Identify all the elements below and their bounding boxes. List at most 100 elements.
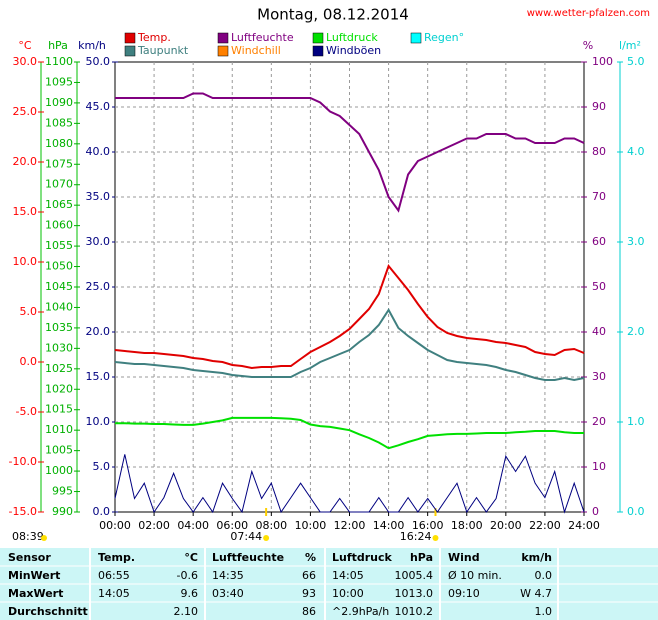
y-tick-label: 40.0 [86, 145, 111, 158]
y-tick-label: 1080 [45, 137, 73, 150]
legend-swatch [217, 32, 229, 44]
y-tick-label: 30.0 [13, 55, 38, 68]
x-tick-label: 24:00 [568, 519, 600, 532]
update-time: 08:39 [12, 530, 44, 543]
axis-unit: °C [18, 39, 32, 52]
x-tick-label: 14:00 [373, 519, 405, 532]
legend-swatch [410, 32, 422, 44]
table-cell: Wind [448, 551, 480, 564]
table-cell: 14:05 [98, 587, 130, 600]
legend-swatch [124, 45, 136, 57]
y-tick-label: 50 [592, 280, 606, 293]
table-cell: Luftfeuchte [212, 551, 284, 564]
series-line [114, 454, 585, 514]
table-cell: 0.0 [535, 569, 553, 582]
y-tick-label: 1050 [45, 260, 73, 273]
y-tick-label: 1040 [45, 300, 73, 313]
y-tick-label: -10.0 [9, 455, 37, 468]
table-cell: MinWert [8, 569, 60, 582]
table-cell: Sensor [8, 551, 51, 564]
y-tick-label: 1100 [45, 55, 73, 68]
y-tick-label: 1045 [45, 280, 73, 293]
site-url: www.wetter-pfalzen.com [527, 8, 650, 19]
y-tick-label: 1055 [45, 239, 73, 252]
y-tick-label: 1070 [45, 178, 73, 191]
y-tick-label: 25.0 [13, 105, 38, 118]
y-tick-label: 35.0 [86, 190, 111, 203]
y-tick-label: 5.0 [627, 55, 645, 68]
table-cell: ^2.9hPa/h [332, 605, 389, 618]
x-tick-label: 00:00 [99, 519, 131, 532]
y-tick-label: 50.0 [86, 55, 111, 68]
y-tick-label: 1015 [45, 403, 73, 416]
y-tick-label: 10 [592, 460, 606, 473]
legend-swatch [124, 32, 136, 44]
x-tick-label: 08:00 [255, 519, 287, 532]
table-cell: 1005.4 [395, 569, 434, 582]
x-tick-label: 16:00 [412, 519, 444, 532]
legend-label: Windböen [326, 44, 381, 57]
y-tick-label: 40 [592, 325, 606, 338]
axis-unit: km/h [78, 39, 106, 52]
legend-swatch [312, 45, 324, 57]
y-tick-label: 15.0 [13, 205, 38, 218]
y-tick-label: 60 [592, 235, 606, 248]
legend-label: Regen° [424, 31, 464, 44]
series-line [114, 263, 585, 370]
axis-unit: l/m² [619, 39, 641, 52]
y-tick-label: 990 [52, 505, 73, 518]
y-tick-label: 0.0 [93, 505, 111, 518]
table-cell: % [305, 551, 316, 564]
update-dot [41, 535, 47, 541]
y-tick-label: 0.0 [627, 505, 645, 518]
table-cell: 86 [302, 605, 316, 618]
x-tick-label: 02:00 [138, 519, 170, 532]
table-cell: 66 [302, 569, 316, 582]
y-tick-label: 15.0 [86, 370, 111, 383]
legend-label: Windchill [231, 44, 281, 57]
table-cell: hPa [410, 551, 433, 564]
x-tick-label: 18:00 [451, 519, 483, 532]
y-tick-label: 1035 [45, 321, 73, 334]
table-cell: 03:40 [212, 587, 244, 600]
table-cell: 2.10 [174, 605, 199, 618]
sun-label: 16:24 [400, 530, 432, 543]
legend-swatch [217, 45, 229, 57]
table-cell: 09:10 [448, 587, 480, 600]
y-tick-label: 0.0 [20, 355, 38, 368]
table-cell: km/h [521, 551, 552, 564]
table-cell: 10:00 [332, 587, 364, 600]
sun-label: 07:44 [230, 530, 262, 543]
series-line [114, 308, 585, 382]
y-tick-label: 45.0 [86, 100, 111, 113]
y-tick-label: 1065 [45, 198, 73, 211]
x-tick-label: 10:00 [295, 519, 327, 532]
table-cell: Durchschnitt [8, 605, 88, 618]
table-cell: W 4.7 [520, 587, 552, 600]
y-tick-label: 30 [592, 370, 606, 383]
y-tick-label: 20 [592, 415, 606, 428]
table-cell: 14:35 [212, 569, 244, 582]
table-cell: 14:05 [332, 569, 364, 582]
table-cell: 1013.0 [395, 587, 434, 600]
y-tick-label: 5.0 [93, 460, 111, 473]
y-tick-label: 1060 [45, 219, 73, 232]
x-tick-label: 22:00 [529, 519, 561, 532]
y-tick-label: 1090 [45, 96, 73, 109]
y-tick-label: 30.0 [86, 235, 111, 248]
y-tick-label: 20.0 [13, 155, 38, 168]
axis-unit: % [583, 39, 593, 52]
y-tick-label: 1030 [45, 341, 73, 354]
series-line [115, 416, 584, 450]
y-tick-label: 100 [592, 55, 613, 68]
x-tick-label: 04:00 [177, 519, 209, 532]
sun-dot [432, 535, 439, 541]
y-tick-label: -5.0 [16, 405, 37, 418]
chart-title: Montag, 08.12.2014 [257, 6, 409, 24]
y-tick-label: 1025 [45, 362, 73, 375]
x-tick-label: 06:00 [216, 519, 248, 532]
legend-label: Temp. [137, 31, 171, 44]
y-tick-label: 25.0 [86, 280, 111, 293]
y-tick-label: 1005 [45, 444, 73, 457]
